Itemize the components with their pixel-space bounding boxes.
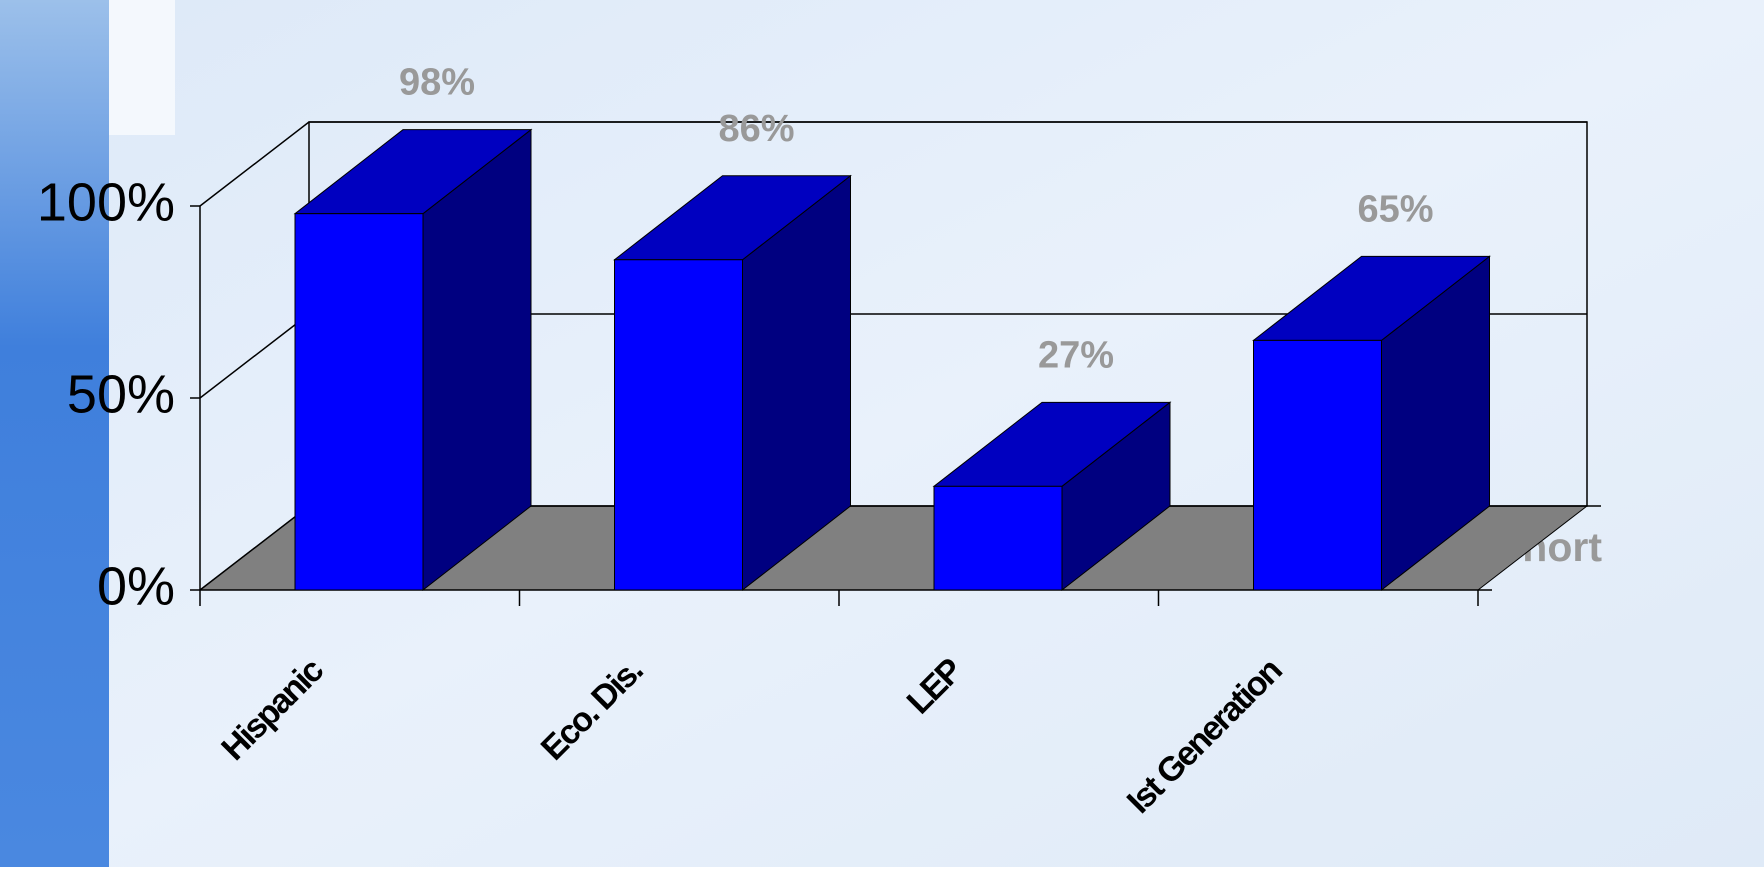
bar-front	[614, 259, 743, 591]
bar-front	[1253, 339, 1382, 591]
grid-line	[199, 505, 310, 591]
grid-line	[199, 313, 310, 399]
y-tick-label: 50%	[67, 364, 175, 424]
bar	[1252, 255, 1491, 592]
bar-front	[294, 213, 424, 591]
value-label: 65%	[1357, 188, 1433, 230]
corner-panel	[109, 0, 175, 135]
bar	[613, 174, 852, 592]
side-strip	[0, 0, 109, 867]
value-label: 86%	[718, 108, 794, 150]
bar-front	[933, 485, 1063, 591]
y-tick-label: 100%	[37, 172, 175, 232]
bar	[932, 401, 1172, 592]
grid-line	[199, 121, 310, 207]
value-label: 27%	[1038, 334, 1114, 376]
y-tick-label: 0%	[97, 556, 175, 616]
value-label: 98%	[399, 62, 475, 104]
bar	[293, 128, 533, 592]
